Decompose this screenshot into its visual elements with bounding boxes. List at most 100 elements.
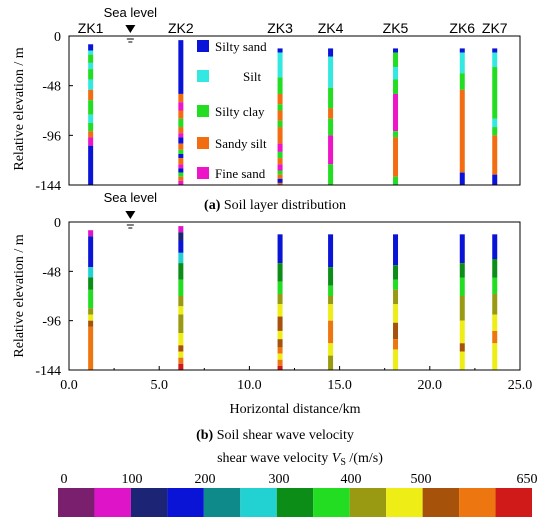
soil-layer-segment bbox=[277, 170, 283, 175]
velocity-layer-segment bbox=[88, 289, 94, 309]
legend-swatch bbox=[197, 137, 209, 149]
velocity-layer-segment bbox=[178, 351, 184, 358]
y-tick-label: -96 bbox=[42, 129, 61, 144]
velocity-layer-segment bbox=[178, 279, 184, 296]
velocity-layer-segment bbox=[178, 306, 184, 315]
colorbar-swatch bbox=[495, 488, 532, 517]
colorbar-tick-label: 200 bbox=[195, 472, 216, 487]
velocity-layer-segment bbox=[328, 296, 334, 305]
soil-layer-segment bbox=[277, 93, 283, 105]
soil-layer-segment bbox=[328, 108, 334, 119]
velocity-layer-segment bbox=[328, 355, 334, 370]
soil-layer-segment bbox=[178, 40, 184, 94]
soil-layer-segment bbox=[277, 110, 283, 121]
legend-label: Silty clay bbox=[215, 104, 265, 119]
borehole-label: ZK4 bbox=[318, 20, 344, 36]
panel-a-soil-layers: Relative elevation / m 0-48-96-144 ZK1 ZK… bbox=[12, 5, 521, 213]
panel-a-columns bbox=[88, 40, 498, 185]
soil-layer-segment bbox=[178, 118, 184, 128]
legend-swatch bbox=[197, 167, 209, 179]
x-tick-label: 0.0 bbox=[60, 378, 78, 393]
soil-layer-segment bbox=[492, 118, 498, 128]
colorbar-title: shear wave velocity VS /(m/s) bbox=[217, 451, 383, 468]
soil-layer-segment bbox=[393, 79, 399, 94]
velocity-layer-segment bbox=[328, 304, 334, 321]
soil-layer-segment bbox=[277, 174, 283, 179]
velocity-layer-segment bbox=[178, 232, 184, 241]
velocity-layer-segment bbox=[459, 234, 465, 264]
x-tick-label: 15.0 bbox=[327, 378, 352, 393]
velocity-layer-segment bbox=[277, 347, 283, 354]
x-tick-label: 20.0 bbox=[418, 378, 443, 393]
velocity-layer-segment bbox=[178, 226, 184, 233]
panel-a-caption-text: Soil layer distribution bbox=[220, 198, 346, 213]
soil-layer-segment bbox=[88, 50, 94, 55]
velocity-layer-segment bbox=[178, 357, 184, 364]
soil-layer-segment bbox=[459, 48, 465, 53]
colorbar-tick-label: 0 bbox=[61, 472, 68, 487]
soil-layer-segment bbox=[178, 127, 184, 134]
soil-layer-segment bbox=[492, 127, 498, 136]
soil-layer-segment bbox=[328, 164, 334, 185]
velocity-layer-segment bbox=[178, 296, 184, 307]
sea-level-water-lines-icon bbox=[125, 35, 136, 43]
panel-b-sea-level-marker: Sea level bbox=[104, 190, 157, 229]
panel-a-frame bbox=[68, 35, 521, 186]
panel-a-caption: (a) Soil layer distribution bbox=[204, 198, 346, 213]
soil-layer-segment bbox=[178, 176, 184, 181]
colorbar-tick-labels: 0 100 200 300 400 500 650 bbox=[61, 472, 538, 487]
soil-layer-segment bbox=[178, 137, 184, 144]
soil-layer-segment bbox=[393, 131, 399, 138]
colorbar-swatch bbox=[203, 488, 241, 517]
soil-layer-segment bbox=[277, 48, 283, 53]
colorbar-title-symbol: V bbox=[332, 451, 342, 466]
soil-layer-segment bbox=[178, 168, 184, 173]
soil-layer-segment bbox=[328, 135, 334, 165]
velocity-layer-segment bbox=[328, 320, 334, 344]
soil-layer-segment bbox=[393, 67, 399, 80]
velocity-layer-segment bbox=[178, 314, 184, 333]
soil-layer-segment bbox=[178, 180, 184, 185]
x-tick-label: 25.0 bbox=[508, 378, 533, 393]
borehole-label: ZK7 bbox=[482, 20, 508, 36]
soil-layer-segment bbox=[178, 133, 184, 138]
soil-layer-segment bbox=[88, 54, 94, 63]
borehole-label: ZK1 bbox=[78, 20, 104, 36]
panel-a-y-axis-label: Relative elevation / m bbox=[12, 47, 27, 170]
soil-layer-segment bbox=[277, 127, 283, 144]
y-tick-label: 0 bbox=[54, 216, 61, 231]
velocity-layer-segment bbox=[492, 259, 498, 278]
velocity-layer-segment bbox=[277, 304, 283, 317]
legend-label: Sandy silt bbox=[215, 136, 267, 151]
velocity-layer-segment bbox=[178, 345, 184, 352]
velocity-layer-segment bbox=[492, 343, 498, 370]
panel-b-y-ticks: 0 -48 -96 -144 bbox=[35, 216, 73, 379]
soil-layer-segment bbox=[328, 118, 334, 136]
velocity-layer-segment bbox=[492, 293, 498, 315]
velocity-layer-segment bbox=[492, 330, 498, 344]
soil-layer-segment bbox=[393, 48, 399, 53]
colorbar-swatch bbox=[130, 488, 168, 517]
colorbar-title-subscript: S bbox=[340, 457, 346, 468]
panel-b-x-ticks: 0.0 5.0 10.0 15.0 20.0 25.0 bbox=[60, 366, 532, 393]
soil-layer-segment bbox=[178, 93, 184, 103]
soil-layer-segment bbox=[328, 56, 334, 88]
y-tick-label: -96 bbox=[42, 315, 61, 330]
panel-b-y-axis-label: Relative elevation / m bbox=[12, 234, 27, 357]
velocity-layer-segment bbox=[459, 277, 465, 296]
panel-b-columns bbox=[88, 226, 498, 370]
velocity-layer-segment bbox=[328, 285, 334, 296]
velocity-layer-segment bbox=[459, 351, 465, 370]
velocity-layer-segment bbox=[277, 316, 283, 331]
colorbar-title-suffix: /(m/s) bbox=[346, 451, 383, 466]
velocity-layer-segment bbox=[88, 277, 94, 290]
velocity-layer-segment bbox=[88, 320, 94, 327]
legend-label: Silty sand bbox=[215, 39, 267, 54]
soil-layer-segment bbox=[178, 153, 184, 159]
y-tick-label: -144 bbox=[35, 364, 61, 379]
borehole-label: ZK3 bbox=[267, 20, 293, 36]
soil-layer-segment bbox=[277, 120, 283, 128]
velocity-layer-segment bbox=[277, 263, 283, 282]
soil-layer-segment bbox=[393, 93, 399, 132]
